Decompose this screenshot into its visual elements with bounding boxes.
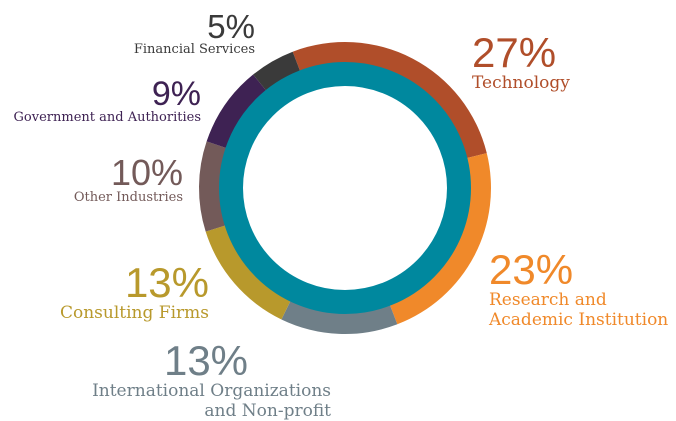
- percent-label: 13%: [124, 259, 209, 306]
- segment-label: 13% Consulting Firms: [0, 262, 209, 324]
- category-label: Financial Services: [133, 42, 255, 57]
- donut-segment: [253, 51, 303, 97]
- category-label: Consulting Firms: [59, 303, 209, 323]
- category-label: Research and Academic Institution: [489, 290, 669, 330]
- category-label: International Organizations and Non-prof…: [92, 381, 331, 421]
- percent-label: 27%: [472, 29, 557, 76]
- category-label: Government and Authorities: [13, 110, 201, 125]
- category-label: Technology: [472, 73, 570, 93]
- donut-segment: [292, 42, 487, 160]
- percent-label: 10%: [110, 152, 183, 193]
- segment-label: 10% Other Industries: [0, 155, 183, 206]
- percent-label: 23%: [489, 246, 574, 293]
- segment-label: 5% Financial Services: [55, 10, 255, 58]
- percent-label: 5%: [207, 8, 255, 45]
- segment-label: 13% International Organizations and Non-p…: [81, 340, 331, 421]
- category-label: Other Industries: [73, 190, 183, 205]
- inner-ring: [219, 62, 471, 314]
- segment-label: 9% Government and Authorities: [0, 77, 201, 126]
- percent-label: 13%: [163, 337, 249, 384]
- donut-segment: [205, 223, 294, 320]
- percent-label: 9%: [151, 75, 201, 113]
- segment-label: 27% Technology: [472, 32, 672, 94]
- segment-label: 23% Research and Academic Institution: [489, 249, 676, 330]
- donut-segment: [206, 74, 271, 151]
